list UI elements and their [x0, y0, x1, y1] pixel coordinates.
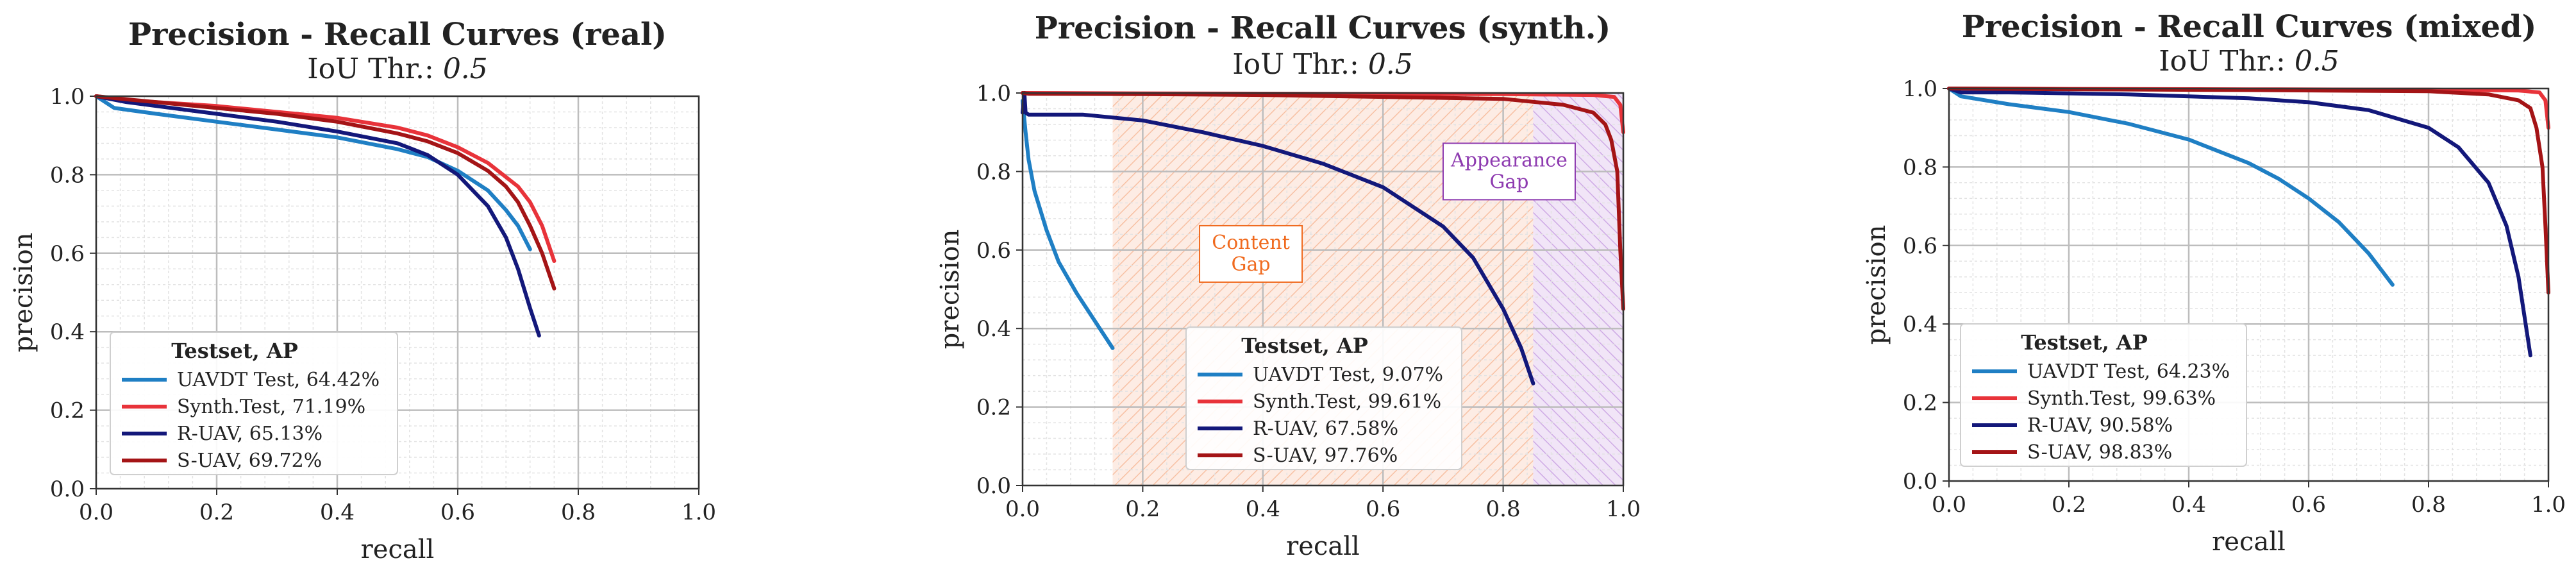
series-line-3 [94, 94, 541, 338]
legend-entry-3: R-UAV, 65.13% [177, 423, 322, 445]
y-tick-label: 0.4 [976, 316, 1011, 342]
x-axis-label: recall [361, 535, 435, 564]
x-tick-label: 0.8 [561, 500, 596, 525]
x-tick-label: 0.2 [199, 500, 234, 525]
legend-entry-3: R-UAV, 67.58% [1253, 418, 1398, 440]
chart-panel-3: Precision - Recall Curves (mixed)IoU Thr… [1862, 9, 2566, 557]
legend-title: Testset, AP [171, 339, 298, 363]
legend-entry-2: Synth.Test, 99.61% [1253, 391, 1441, 413]
chart-panel-2: Precision - Recall Curves (synth.)IoU Th… [935, 10, 1641, 561]
legend-title: Testset, AP [1241, 333, 1368, 358]
y-tick-label: 0.2 [1903, 391, 1937, 416]
legend-entry-2: Synth.Test, 71.19% [177, 396, 365, 418]
y-tick-label: 0.8 [976, 159, 1011, 185]
x-tick-label: 0.2 [1125, 496, 1160, 522]
chart-title: Precision - Recall Curves (synth.) [1035, 10, 1610, 46]
gap-label-2: Appearance Gap [1450, 149, 1568, 193]
chart-panel-1: Precision - Recall Curves (real)IoU Thr.… [9, 17, 716, 564]
plot-frame [1021, 92, 1625, 487]
x-tick-label: 0.2 [2052, 492, 2086, 518]
legend-entry-1: UAVDT Test, 9.07% [1253, 364, 1443, 386]
x-tick-label: 0.6 [1366, 496, 1400, 522]
x-tick-label: 0.8 [1486, 496, 1521, 522]
x-tick-label: 0.4 [2171, 492, 2206, 518]
gap-label-box-2 [1442, 142, 1576, 201]
series-line-3 [1947, 87, 2532, 358]
y-tick-label: 0.6 [976, 238, 1011, 264]
series-line-1 [94, 94, 532, 251]
series-line-4 [1021, 91, 1625, 311]
gap-label-line: Gap [1232, 253, 1271, 276]
x-tick-label: 0.4 [320, 500, 355, 525]
y-tick-label: 1.0 [1903, 76, 1937, 102]
y-tick-label: 0.6 [50, 241, 85, 267]
y-axis-label: precision [9, 233, 38, 353]
y-tick-label: 0.0 [50, 477, 85, 502]
legend-entry-1: UAVDT Test, 64.42% [177, 369, 380, 391]
subtitle-prefix: IoU Thr.: [2159, 45, 2295, 78]
gap-label-line: Content [1212, 232, 1290, 254]
series-line-3 [1021, 91, 1535, 385]
legend-entry-4: S-UAV, 97.76% [1253, 444, 1398, 467]
gap-label-1: Content Gap [1212, 232, 1290, 276]
y-tick-label: 0.8 [50, 162, 85, 188]
x-tick-label: 0.4 [1246, 496, 1280, 522]
legend-box [1185, 326, 1462, 470]
y-tick-label: 1.0 [50, 84, 85, 110]
y-tick-label: 1.0 [976, 81, 1011, 106]
y-tick-label: 0.6 [1903, 233, 1937, 259]
gap-label-line: Gap [1489, 171, 1528, 193]
subtitle-value: 0.5 [443, 53, 488, 85]
legend-box [1960, 323, 2247, 467]
y-tick-label: 0.8 [1903, 155, 1937, 180]
x-tick-label: 0.6 [2291, 492, 2326, 518]
series-line-4 [94, 94, 556, 291]
series-line-4 [1947, 87, 2550, 295]
legend-entry-4: S-UAV, 98.83% [2027, 441, 2172, 464]
x-axis-label: recall [2212, 527, 2286, 557]
legend-entry-3: R-UAV, 90.58% [2027, 414, 2173, 437]
x-tick-label: 0.0 [79, 500, 113, 525]
chart-subtitle: IoU Thr.: 0.5 [307, 53, 488, 85]
x-tick-label: 1.0 [2531, 492, 2566, 518]
y-tick-label: 0.0 [1903, 469, 1937, 494]
legend-box [110, 332, 398, 475]
chart-subtitle: IoU Thr.: 0.5 [2159, 45, 2339, 78]
series-line-1 [1021, 99, 1115, 350]
y-axis-label: precision [935, 230, 965, 350]
legend-title: Testset, AP [2021, 330, 2148, 355]
subtitle-value: 0.5 [2295, 45, 2339, 78]
plot-frame [95, 95, 700, 490]
chart-title: Precision - Recall Curves (real) [128, 17, 667, 53]
x-tick-label: 0.0 [1005, 496, 1040, 522]
plot-frame [1948, 87, 2550, 482]
y-tick-label: 0.2 [976, 395, 1011, 421]
y-tick-label: 0.0 [976, 473, 1011, 499]
subtitle-value: 0.5 [1368, 48, 1413, 81]
y-tick-label: 0.4 [1903, 312, 1937, 337]
y-tick-label: 0.2 [50, 398, 85, 424]
chart-subtitle: IoU Thr.: 0.5 [1232, 48, 1413, 81]
gap-label-line: Appearance [1450, 149, 1568, 171]
gap-label-box-1 [1199, 224, 1303, 283]
x-axis-label: recall [1286, 532, 1360, 561]
legend-entry-4: S-UAV, 69.72% [177, 450, 322, 472]
series-line-1 [1947, 87, 2395, 287]
chart-title: Precision - Recall Curves (mixed) [1962, 9, 2537, 45]
x-tick-label: 0.6 [440, 500, 475, 525]
subtitle-prefix: IoU Thr.: [1232, 48, 1368, 81]
x-tick-label: 0.8 [2411, 492, 2446, 518]
x-tick-label: 1.0 [1606, 496, 1641, 522]
subtitle-prefix: IoU Thr.: [307, 53, 443, 85]
x-tick-label: 1.0 [682, 500, 716, 525]
legend-entry-1: UAVDT Test, 64.23% [2027, 360, 2230, 383]
x-tick-label: 0.0 [1932, 492, 1966, 518]
legend-entry-2: Synth.Test, 99.63% [2027, 387, 2216, 410]
y-tick-label: 0.4 [50, 319, 85, 345]
y-axis-label: precision [1862, 225, 1891, 345]
